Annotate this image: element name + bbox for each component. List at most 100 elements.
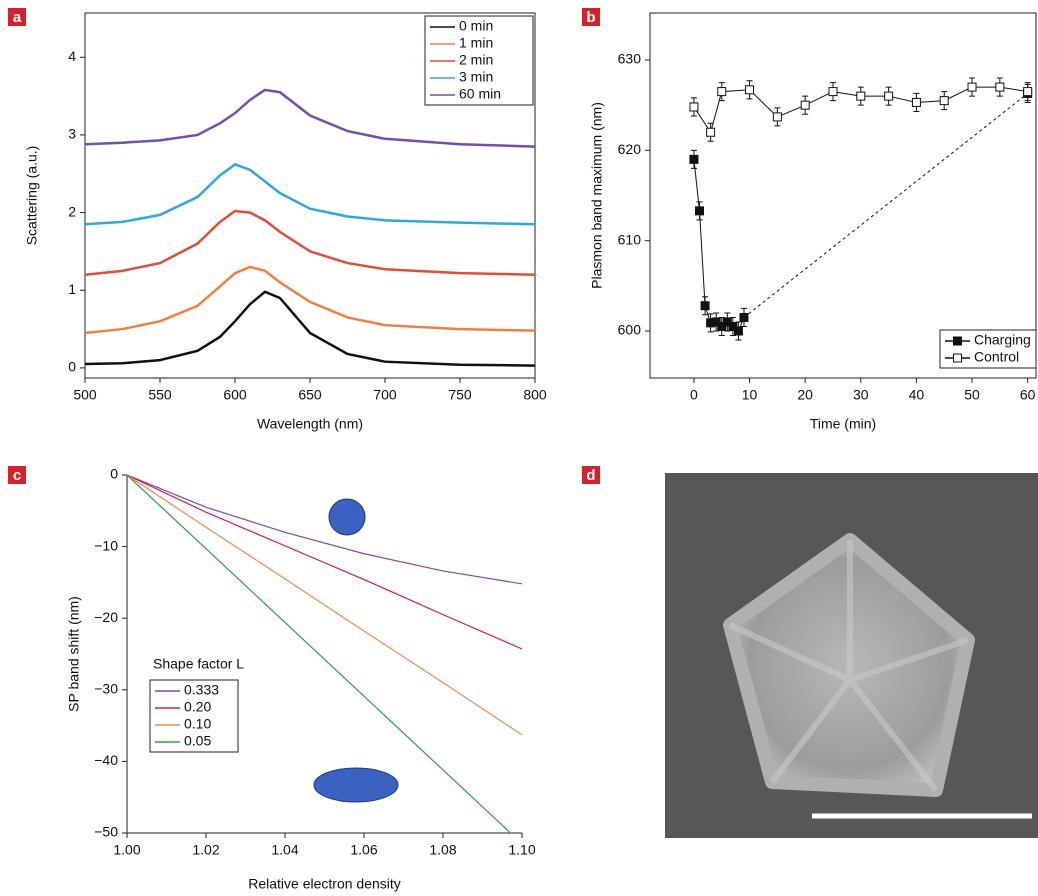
y-axis-label: SP band shift (nm) [66,596,82,712]
legend-label: 0.20 [184,699,211,715]
y-tick-label: 620 [618,141,642,157]
x-tick-label: 750 [448,387,472,403]
marker [1023,87,1033,97]
series-segment [916,100,945,103]
series-segment [999,86,1028,93]
x-tick-label: 0 [690,387,698,403]
panel-label-box [8,466,26,484]
y-tick-label: 4 [68,48,76,64]
marker [884,91,894,101]
y-tick-label: 630 [618,51,642,67]
y-tick-label: 3 [68,126,76,142]
marker [739,312,749,322]
x-tick-label: 1.06 [350,842,377,858]
marker [706,127,716,137]
x-tick-label: 800 [523,387,547,403]
y-axis-label: Plasmon band maximum (nm) [589,102,605,289]
series-line [85,209,535,276]
x-tick-label: 1.00 [113,842,140,858]
marker [689,102,699,112]
marker [995,82,1005,92]
marker [856,91,866,101]
sem-image [665,473,1038,838]
x-tick-label: 650 [298,387,322,403]
series-segment [721,89,750,93]
x-tick-label: 1.04 [271,842,298,858]
marker [689,154,699,164]
x-tick-label: 20 [797,387,813,403]
legend-label: Control [974,349,1019,365]
series-segment [832,91,861,97]
x-tick-label: 700 [373,387,397,403]
legend-label: 2 min [459,52,493,68]
series-line [127,475,522,585]
x-tick-label: 1.02 [192,842,219,858]
y-tick-label: −40 [94,752,118,768]
ellipsoid-icon [313,767,399,803]
y-tick-label: 610 [618,231,642,247]
legend-marker [953,336,962,346]
panel-label-box [582,8,600,26]
panel-label: d [586,467,595,484]
series-line [127,475,522,736]
marker [828,87,838,97]
marker [700,301,710,311]
series-line [85,265,535,335]
marker [711,317,721,327]
series-line [85,163,535,226]
series-segment [749,89,778,118]
panel-label: a [13,9,22,26]
series-segment [710,91,723,133]
panel-label: c [13,467,21,484]
x-tick-label: 1.10 [508,842,535,858]
marker [967,82,977,92]
x-tick-label: 500 [73,387,97,403]
y-tick-label: 2 [68,203,76,219]
marker [728,322,738,332]
series-segment [743,93,1028,318]
y-tick-label: −30 [94,681,118,697]
y-tick-label: 600 [618,322,642,338]
x-tick-label: 30 [853,387,869,403]
series-segment [693,159,700,211]
series-segment [699,210,706,306]
legend-label: 3 min [459,69,493,85]
panel-label: b [586,9,595,26]
legend-label: 0 min [459,18,493,34]
x-tick-label: 50 [964,387,980,403]
marker [745,85,755,95]
marker [695,206,705,216]
marker [717,87,727,97]
legend-title: Shape factor L [153,656,244,672]
series-segment [804,91,834,106]
series-line [85,290,535,367]
panel-label-box [582,466,600,484]
marker [911,97,921,107]
panel-label-box [8,8,26,26]
legend-label: 0.333 [184,682,219,698]
series-segment [777,104,806,118]
legend-label: 0.05 [184,733,211,749]
x-axis-label: Relative electron density [248,876,401,892]
legend-label: 60 min [459,86,501,102]
x-tick-label: 1.08 [429,842,456,858]
x-axis-label: Time (min) [810,416,876,432]
series-segment [888,95,917,103]
marker [772,112,782,122]
marker [939,96,949,106]
y-tick-label: −10 [94,537,118,553]
y-tick-label: −50 [94,824,118,840]
sphere-icon [328,498,366,536]
legend-marker [953,353,962,363]
x-axis-label: Wavelength (nm) [257,416,363,432]
series-segment [944,86,973,102]
legend-label: 0.10 [184,716,211,732]
marker [733,326,743,336]
y-tick-label: 1 [68,281,76,297]
legend-label: Charging [974,332,1031,348]
series-line [127,475,522,650]
y-tick-label: 0 [68,359,76,375]
particle-ridges [728,540,969,792]
x-tick-label: 40 [909,387,925,403]
